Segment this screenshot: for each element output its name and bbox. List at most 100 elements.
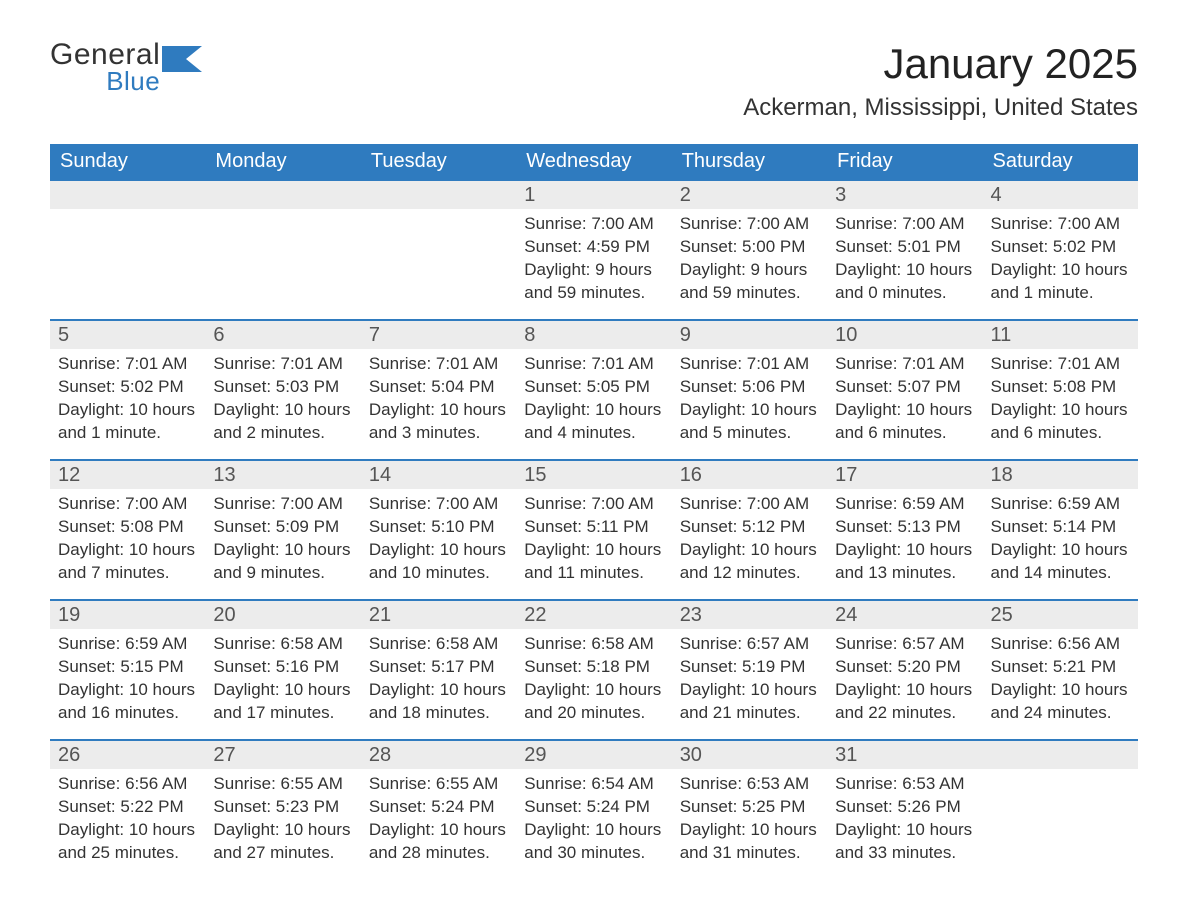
month-title: January 2025 (743, 40, 1138, 88)
day-sunset: Sunset: 5:07 PM (835, 376, 974, 399)
day-day1: Daylight: 10 hours (58, 819, 197, 842)
day-day2: and 6 minutes. (835, 422, 974, 445)
day-day2: and 13 minutes. (835, 562, 974, 585)
day-cell: Sunrise: 6:56 AMSunset: 5:21 PMDaylight:… (983, 629, 1138, 739)
day-day1: Daylight: 10 hours (991, 539, 1130, 562)
day-sunrise: Sunrise: 6:55 AM (213, 773, 352, 796)
day-sunset: Sunset: 5:08 PM (991, 376, 1130, 399)
day-day1: Daylight: 10 hours (835, 539, 974, 562)
day-data: Sunrise: 7:01 AMSunset: 5:05 PMDaylight:… (516, 349, 671, 459)
day-day2: and 3 minutes. (369, 422, 508, 445)
day-sunrise: Sunrise: 6:55 AM (369, 773, 508, 796)
calendar-body: 1234Sunrise: 7:00 AMSunset: 4:59 PMDayli… (50, 179, 1138, 879)
day-day1: Daylight: 10 hours (835, 259, 974, 282)
day-day1: Daylight: 10 hours (213, 819, 352, 842)
day-cell (205, 209, 360, 319)
day-sunrise: Sunrise: 7:01 AM (369, 353, 508, 376)
day-number: 20 (205, 599, 360, 629)
day-day2: and 14 minutes. (991, 562, 1130, 585)
day-data: Sunrise: 6:56 AMSunset: 5:21 PMDaylight:… (983, 629, 1138, 739)
day-sunrise: Sunrise: 6:58 AM (213, 633, 352, 656)
day-day1: Daylight: 10 hours (835, 399, 974, 422)
day-number: 6 (205, 319, 360, 349)
day-sunset: Sunset: 5:02 PM (991, 236, 1130, 259)
day-cell: Sunrise: 6:59 AMSunset: 5:13 PMDaylight:… (827, 489, 982, 599)
day-data: Sunrise: 7:01 AMSunset: 5:06 PMDaylight:… (672, 349, 827, 459)
day-day1: Daylight: 10 hours (369, 679, 508, 702)
day-data: Sunrise: 6:56 AMSunset: 5:22 PMDaylight:… (50, 769, 205, 879)
day-cell: Sunrise: 6:57 AMSunset: 5:19 PMDaylight:… (672, 629, 827, 739)
day-cell: Sunrise: 7:00 AMSunset: 5:09 PMDaylight:… (205, 489, 360, 599)
week-data-row: Sunrise: 7:00 AMSunset: 4:59 PMDaylight:… (50, 209, 1138, 319)
day-sunrise: Sunrise: 7:01 AM (680, 353, 819, 376)
day-number: 30 (672, 739, 827, 769)
day-sunset: Sunset: 5:25 PM (680, 796, 819, 819)
day-sunrise: Sunrise: 7:00 AM (524, 493, 663, 516)
day-sunrise: Sunrise: 6:59 AM (58, 633, 197, 656)
day-sunset: Sunset: 5:03 PM (213, 376, 352, 399)
week-data-row: Sunrise: 7:00 AMSunset: 5:08 PMDaylight:… (50, 489, 1138, 599)
day-sunset: Sunset: 5:24 PM (524, 796, 663, 819)
day-data: Sunrise: 6:58 AMSunset: 5:17 PMDaylight:… (361, 629, 516, 739)
day-day1: Daylight: 10 hours (213, 399, 352, 422)
day-number: 11 (983, 319, 1138, 349)
day-data: Sunrise: 6:59 AMSunset: 5:15 PMDaylight:… (50, 629, 205, 739)
day-day2: and 10 minutes. (369, 562, 508, 585)
day-day2: and 20 minutes. (524, 702, 663, 725)
day-day2: and 17 minutes. (213, 702, 352, 725)
day-cell: Sunrise: 7:01 AMSunset: 5:04 PMDaylight:… (361, 349, 516, 459)
day-number: 15 (516, 459, 671, 489)
day-number: 26 (50, 739, 205, 769)
day-number: 5 (50, 319, 205, 349)
day-sunset: Sunset: 5:12 PM (680, 516, 819, 539)
day-data: Sunrise: 7:00 AMSunset: 5:01 PMDaylight:… (827, 209, 982, 319)
day-day1: Daylight: 10 hours (213, 679, 352, 702)
day-day1: Daylight: 10 hours (835, 819, 974, 842)
day-day1: Daylight: 10 hours (680, 819, 819, 842)
day-data: Sunrise: 6:54 AMSunset: 5:24 PMDaylight:… (516, 769, 671, 879)
day-day1: Daylight: 10 hours (58, 539, 197, 562)
day-sunset: Sunset: 5:20 PM (835, 656, 974, 679)
day-sunrise: Sunrise: 6:56 AM (58, 773, 197, 796)
day-sunset: Sunset: 5:23 PM (213, 796, 352, 819)
day-cell: Sunrise: 6:56 AMSunset: 5:22 PMDaylight:… (50, 769, 205, 879)
day-sunrise: Sunrise: 6:58 AM (524, 633, 663, 656)
day-sunrise: Sunrise: 6:53 AM (680, 773, 819, 796)
week-data-row: Sunrise: 6:56 AMSunset: 5:22 PMDaylight:… (50, 769, 1138, 879)
day-data: Sunrise: 6:55 AMSunset: 5:24 PMDaylight:… (361, 769, 516, 879)
day-cell: Sunrise: 7:00 AMSunset: 4:59 PMDaylight:… (516, 209, 671, 319)
day-cell: Sunrise: 7:00 AMSunset: 5:12 PMDaylight:… (672, 489, 827, 599)
weekday-header: Saturday (983, 144, 1138, 179)
day-day2: and 31 minutes. (680, 842, 819, 865)
day-number-empty (50, 179, 205, 209)
day-day1: Daylight: 10 hours (213, 539, 352, 562)
day-number: 7 (361, 319, 516, 349)
day-day1: Daylight: 10 hours (524, 539, 663, 562)
weekday-header: Friday (827, 144, 982, 179)
title-block: January 2025 Ackerman, Mississippi, Unit… (743, 40, 1138, 122)
day-cell: Sunrise: 6:58 AMSunset: 5:18 PMDaylight:… (516, 629, 671, 739)
day-cell: Sunrise: 6:53 AMSunset: 5:25 PMDaylight:… (672, 769, 827, 879)
day-number: 1 (516, 179, 671, 209)
day-sunset: Sunset: 5:14 PM (991, 516, 1130, 539)
day-number: 3 (827, 179, 982, 209)
day-sunset: Sunset: 5:18 PM (524, 656, 663, 679)
day-sunrise: Sunrise: 7:01 AM (524, 353, 663, 376)
day-day2: and 59 minutes. (524, 282, 663, 305)
day-number: 13 (205, 459, 360, 489)
day-day2: and 1 minute. (991, 282, 1130, 305)
day-day1: Daylight: 10 hours (369, 539, 508, 562)
day-sunset: Sunset: 5:11 PM (524, 516, 663, 539)
day-day2: and 59 minutes. (680, 282, 819, 305)
day-cell: Sunrise: 6:55 AMSunset: 5:23 PMDaylight:… (205, 769, 360, 879)
day-data: Sunrise: 7:01 AMSunset: 5:08 PMDaylight:… (983, 349, 1138, 459)
day-sunset: Sunset: 5:26 PM (835, 796, 974, 819)
day-data: Sunrise: 7:00 AMSunset: 5:09 PMDaylight:… (205, 489, 360, 599)
day-cell (361, 209, 516, 319)
day-sunrise: Sunrise: 7:01 AM (58, 353, 197, 376)
day-day2: and 27 minutes. (213, 842, 352, 865)
day-number: 21 (361, 599, 516, 629)
day-number: 23 (672, 599, 827, 629)
day-sunset: Sunset: 5:13 PM (835, 516, 974, 539)
day-cell: Sunrise: 6:54 AMSunset: 5:24 PMDaylight:… (516, 769, 671, 879)
